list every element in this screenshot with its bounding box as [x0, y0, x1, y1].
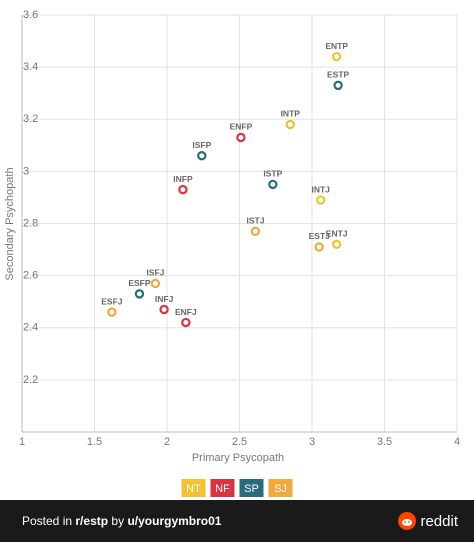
- chart: Primary Psycopath Secondary Psychopath 1…: [4, 9, 460, 497]
- legend-label: NT: [186, 483, 201, 495]
- x-tick-label: 2: [164, 436, 170, 448]
- subreddit[interactable]: r/estp: [75, 514, 109, 528]
- point: [316, 195, 326, 205]
- y-tick-label: 3.2: [23, 113, 38, 125]
- legend-label: SJ: [274, 483, 287, 495]
- point: [134, 289, 145, 299]
- point-label: INTJ: [311, 184, 330, 194]
- x-tick-label: 1: [19, 436, 25, 448]
- user[interactable]: u/yourgymbro01: [127, 514, 222, 528]
- point: [331, 239, 342, 250]
- point-label: INFJ: [155, 294, 174, 304]
- point-label: INFP: [173, 174, 193, 184]
- legend-swatch: [239, 479, 264, 497]
- point-label: ISTJ: [246, 216, 264, 226]
- point: [236, 132, 246, 143]
- posted-in: Posted in: [22, 514, 73, 528]
- y-tick-label: 2.8: [23, 217, 38, 229]
- point-label: ISTP: [263, 169, 282, 179]
- x-tick-label: 3.5: [377, 436, 392, 448]
- point-label: ISFJ: [146, 268, 164, 278]
- point-label: ESTJ: [309, 231, 331, 241]
- point-label: ESFJ: [101, 296, 123, 306]
- point: [178, 184, 188, 195]
- brand: reddit: [420, 512, 458, 530]
- point-label: ENFJ: [175, 307, 197, 317]
- legend-item[interactable]: SJ: [268, 479, 293, 497]
- y-tick-label: 3: [23, 165, 29, 177]
- legend-label: SP: [244, 483, 259, 495]
- point-label: ESTP: [327, 70, 350, 80]
- y-axis-title: Secondary Psychopath: [4, 167, 16, 280]
- legend-swatch: [181, 479, 206, 497]
- reddit-brand[interactable]: reddit: [398, 512, 458, 530]
- point: [314, 242, 324, 252]
- post-footer: Posted in r/estp by u/yourgymbro01 reddi…: [0, 500, 474, 542]
- point: [285, 119, 295, 130]
- point: [250, 226, 261, 237]
- legend-label: NF: [215, 483, 230, 495]
- reddit-logo: [398, 512, 417, 530]
- legend-item[interactable]: NF: [210, 479, 235, 497]
- point-label: INTP: [281, 109, 301, 119]
- point-label: ISFP: [192, 140, 211, 150]
- x-tick-label: 3: [309, 436, 315, 448]
- point-label: ESFP: [128, 278, 151, 288]
- y-tick-label: 3.6: [23, 9, 38, 21]
- point: [333, 80, 343, 91]
- x-tick-label: 4: [454, 436, 460, 448]
- point: [159, 304, 169, 315]
- point: [268, 179, 278, 190]
- point: [197, 151, 207, 161]
- point-label: ENTP: [325, 41, 348, 51]
- point: [181, 317, 191, 328]
- by: by: [111, 514, 125, 528]
- legend-item[interactable]: NT: [181, 479, 206, 497]
- x-tick-label: 2.5: [232, 436, 247, 448]
- legend-swatch: [268, 479, 293, 497]
- x-axis-title: Primary Psycopath: [192, 452, 284, 464]
- legend-item[interactable]: SP: [239, 479, 264, 497]
- legend-swatch: [210, 479, 235, 497]
- x-tick-label: 1.5: [87, 436, 102, 448]
- y-tick-label: 2.6: [23, 270, 38, 282]
- y-tick-label: 2.4: [23, 322, 38, 334]
- point: [150, 278, 161, 289]
- point-label: ENFP: [230, 122, 253, 132]
- point: [107, 307, 117, 317]
- point-label: ENTJ: [326, 229, 348, 239]
- y-tick-label: 2.2: [23, 374, 38, 386]
- point: [331, 52, 342, 62]
- y-tick-label: 3.4: [23, 61, 38, 73]
